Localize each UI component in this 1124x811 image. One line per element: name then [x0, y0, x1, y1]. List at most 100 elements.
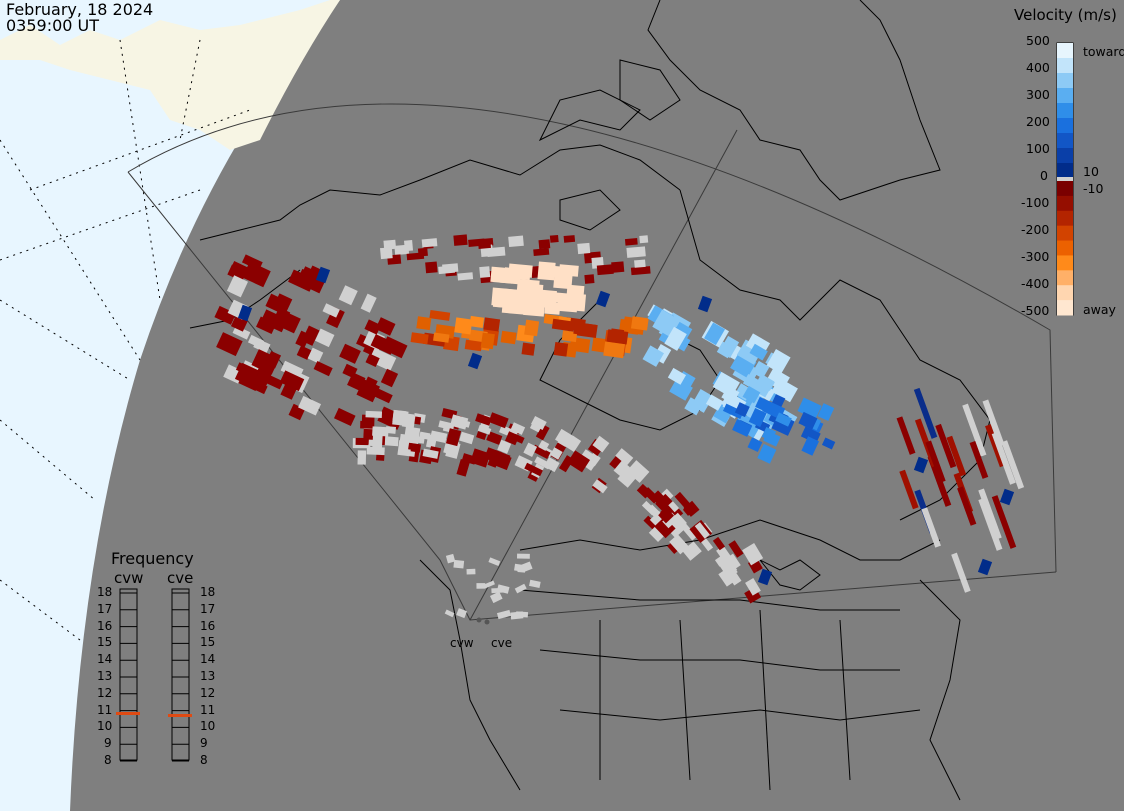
velocity-cell — [682, 541, 702, 561]
velocity-tick: -300 — [1021, 249, 1050, 264]
velocity-cell — [372, 435, 383, 451]
tick-minus-10: -10 — [1083, 181, 1104, 196]
velocity-cell — [655, 493, 676, 515]
cvw-radar-name: cvw — [114, 569, 144, 587]
velocity-cell — [483, 580, 495, 589]
frequency-tick: 16 — [97, 618, 113, 633]
velocity-cell — [977, 558, 993, 576]
velocity-cell — [577, 242, 591, 255]
velocity-cell — [241, 254, 263, 271]
frequency-tick: 8 — [200, 753, 208, 767]
velocity-cell — [537, 261, 556, 281]
velocity-cell — [925, 440, 946, 483]
velocity-cell — [475, 413, 492, 426]
velocity-cell — [326, 306, 345, 329]
velocity-cell — [630, 266, 651, 276]
velocity-cell — [817, 403, 835, 422]
velocity-cell — [456, 458, 471, 477]
frequency-tick: 12 — [97, 685, 113, 700]
velocity-cell — [664, 326, 687, 351]
velocity-cell — [721, 385, 740, 404]
velocity-cell — [531, 444, 551, 460]
velocity-cell — [497, 439, 512, 454]
velocity-tick: 0 — [1040, 168, 1048, 183]
velocity-cell — [421, 238, 438, 248]
velocity-cell — [756, 374, 775, 392]
velocity-cell — [469, 448, 491, 468]
velocity-cell — [375, 317, 396, 336]
velocity-cell — [296, 345, 312, 360]
velocity-cell — [714, 552, 731, 567]
velocity-cell — [453, 559, 465, 569]
velocity-cell — [978, 498, 1003, 551]
velocity-cell — [422, 448, 439, 459]
velocity-cell — [406, 252, 425, 261]
velocity-cell — [313, 360, 333, 377]
velocity-cell — [370, 334, 396, 355]
velocity-cell — [380, 368, 399, 388]
velocity-cell — [237, 304, 253, 322]
velocity-cell — [611, 261, 625, 273]
velocity-cell — [496, 584, 510, 594]
cve-frequency-indicator — [168, 714, 192, 717]
velocity-cell — [227, 264, 244, 280]
velocity-cell — [408, 442, 419, 451]
frequency-tick: 8 — [104, 753, 112, 767]
frequency-tick: 10 — [97, 719, 113, 734]
frequency-tick: 9 — [104, 736, 112, 751]
frequency-tick: 11 — [200, 702, 216, 717]
velocity-cell — [798, 411, 818, 430]
velocity-cell — [747, 437, 763, 452]
velocity-cell — [765, 367, 790, 391]
velocity-cell — [469, 315, 485, 329]
velocity-cell — [935, 423, 957, 469]
velocity-cell — [456, 608, 468, 619]
frequency-tick: 12 — [200, 685, 216, 700]
velocity-cell — [752, 360, 770, 379]
velocity-cell — [982, 399, 1005, 447]
velocity-cell — [712, 536, 726, 551]
velocity-cell — [669, 534, 689, 555]
frequency-tick: 10 — [200, 719, 216, 734]
velocity-cell — [991, 432, 1016, 485]
frequency-tick: 15 — [200, 635, 216, 650]
velocity-cell — [364, 319, 382, 335]
velocity-cell — [957, 486, 977, 526]
cvw-frequency-indicator — [116, 712, 140, 715]
velocity-cell — [535, 424, 550, 441]
velocity-cell — [467, 352, 483, 370]
velocity-cell — [360, 293, 377, 313]
velocity-cell — [516, 278, 540, 298]
cve-site-marker — [484, 619, 490, 625]
velocity-tick: -400 — [1021, 276, 1050, 291]
frequency-title: Frequency — [111, 549, 194, 568]
velocity-cell — [307, 347, 324, 364]
velocity-cell — [705, 394, 724, 411]
velocity-cell — [461, 453, 477, 465]
velocity-cell — [338, 285, 358, 306]
velocity-cell — [553, 276, 572, 290]
velocity-cell — [280, 384, 297, 400]
velocity-cell — [483, 317, 501, 332]
velocity-cell — [524, 462, 543, 477]
velocity-cell — [523, 442, 538, 457]
velocity-cell — [464, 339, 483, 352]
velocity-cell — [896, 416, 916, 455]
velocity-cell — [425, 261, 438, 274]
velocity-cell — [757, 568, 773, 586]
velocity-cell — [496, 609, 511, 620]
velocity-cell — [374, 388, 393, 404]
velocity-cell — [606, 329, 629, 345]
velocity-cell — [533, 248, 550, 257]
velocity-cell — [247, 334, 265, 349]
velocity-cell — [565, 435, 582, 453]
velocity-cell — [454, 317, 473, 335]
velocity-cell — [797, 397, 822, 420]
velocity-cell — [429, 310, 451, 321]
velocity-cell — [951, 552, 971, 593]
velocity-cell — [476, 431, 487, 441]
velocity-cell — [567, 450, 591, 473]
velocity-tick: 100 — [1026, 141, 1050, 156]
